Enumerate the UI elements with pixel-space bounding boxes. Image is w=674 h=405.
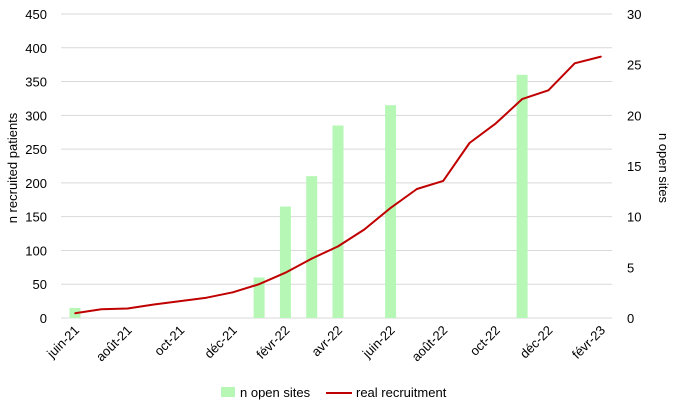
line-point: [205, 296, 208, 299]
x-tick-label: févr-23: [569, 323, 608, 362]
y-tick-label: 300: [25, 108, 47, 123]
x-tick-label: août-21: [93, 323, 135, 365]
x-tick-label: déc-22: [517, 323, 556, 362]
x-axis: juin-21 août-21 oct-21 déc-21 févr-22 avr-22 j…: [43, 323, 608, 365]
legend-label: n open sites: [240, 385, 311, 400]
y-tick-label: 0: [40, 311, 47, 326]
line-point: [179, 300, 181, 302]
line-point: [495, 122, 497, 125]
y-tick-label: 100: [25, 243, 47, 258]
line-point: [468, 142, 471, 144]
y-tick-label: 400: [25, 41, 47, 56]
y-tick-label: 450: [25, 7, 47, 22]
x-tick-label: oct-21: [151, 323, 187, 359]
bar: [306, 176, 318, 318]
line-point: [232, 291, 234, 294]
line-point: [521, 98, 523, 100]
x-tick-label: août-22: [409, 323, 451, 365]
line-point: [310, 257, 313, 260]
x-tick-label: juin-21: [43, 323, 82, 362]
line-point: [416, 188, 418, 190]
bar: [516, 74, 528, 318]
bar-series: [69, 74, 528, 318]
x-tick-label: oct-22: [467, 323, 503, 359]
bar: [279, 206, 291, 318]
y-axis-right: 0 5 10 15 20 25 30: [627, 7, 641, 326]
y-right-tick-label: 25: [627, 58, 641, 73]
y-tick-label: 350: [25, 75, 47, 90]
line-point: [363, 228, 366, 231]
line-point: [153, 303, 155, 306]
y-right-tick-label: 0: [627, 311, 634, 326]
x-tick-label: juin-22: [359, 323, 398, 362]
y-tick-label: 200: [25, 176, 47, 191]
legend-swatch-bar: [221, 387, 235, 397]
line-point: [337, 245, 339, 248]
bar: [385, 105, 397, 318]
line-point: [74, 312, 76, 315]
line-point: [600, 55, 602, 58]
y-tick-label: 150: [25, 210, 47, 225]
y-tick-label: 50: [33, 277, 47, 292]
y-axis-right-title: n open sites: [656, 133, 671, 204]
line-series: [74, 55, 602, 315]
line-point: [547, 89, 550, 92]
line-point: [442, 180, 445, 182]
line-point: [126, 307, 129, 310]
line-point: [389, 207, 392, 209]
x-tick-label: déc-21: [201, 323, 240, 362]
legend-label: real recruitment: [356, 385, 447, 400]
x-tick-label: avr-22: [308, 323, 345, 360]
line-point: [258, 283, 260, 286]
bar: [332, 125, 344, 318]
bar: [253, 277, 265, 318]
y-right-tick-label: 5: [627, 260, 634, 275]
y-right-tick-label: 20: [627, 108, 641, 123]
line-point: [284, 271, 287, 274]
legend: n open sites real recruitment: [221, 385, 447, 400]
x-tick-label: févr-22: [253, 323, 292, 362]
line-point: [573, 62, 576, 65]
line-point: [100, 308, 103, 311]
y-right-tick-label: 30: [627, 7, 641, 22]
y-axis-left: 0 50 100 150 200 250 300 350 400 450: [25, 7, 47, 326]
y-tick-label: 250: [25, 142, 47, 157]
y-axis-title: n recruited patients: [5, 112, 20, 223]
y-right-tick-label: 10: [627, 210, 641, 225]
y-right-tick-label: 15: [627, 159, 641, 174]
